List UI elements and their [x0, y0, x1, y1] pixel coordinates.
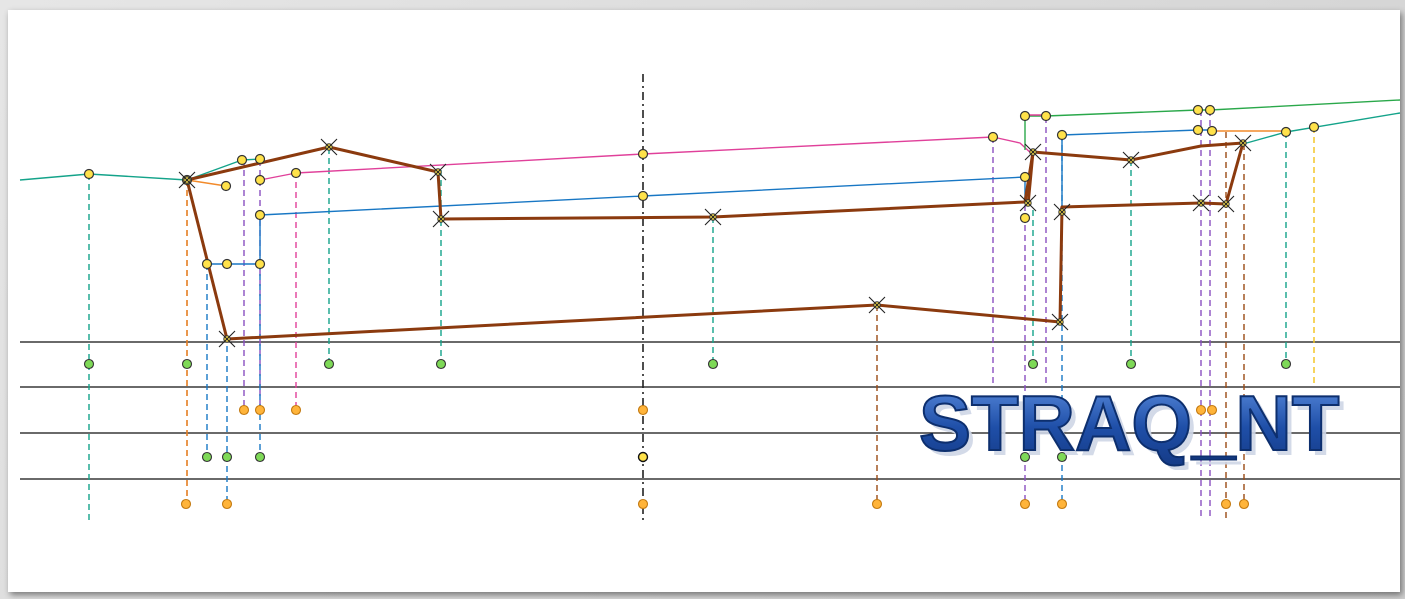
band-point-green: [323, 358, 335, 370]
vertex-cross-icon: [868, 296, 886, 314]
band-point-orange: [637, 498, 649, 510]
cross-section-profile: [185, 141, 1245, 341]
survey-point: [83, 168, 95, 180]
axis-point: [637, 451, 649, 463]
vertex-cross-icon: [320, 138, 338, 156]
survey-point: [254, 258, 266, 270]
band-point-green: [1027, 358, 1039, 370]
band-point-orange: [290, 404, 302, 416]
survey-point: [1192, 124, 1204, 136]
survey-point: [1040, 110, 1052, 122]
survey-point: [1019, 171, 1031, 183]
band-point-orange: [238, 404, 250, 416]
survey-point: [290, 167, 302, 179]
drawing-sheet: [8, 10, 1400, 592]
band-point-green: [1056, 451, 1068, 463]
survey-point: [220, 180, 232, 192]
band-point-orange: [221, 498, 233, 510]
survey-point: [1056, 129, 1068, 141]
vertex-cross-icon: [1192, 194, 1210, 212]
band-point-orange: [1238, 498, 1250, 510]
vertex-cross-icon: [1019, 194, 1037, 212]
band-point-green: [707, 358, 719, 370]
straq-logo: STRAQ_NT STRAQ_NT: [918, 380, 1344, 470]
band-point-green: [201, 451, 213, 463]
survey-point: [201, 258, 213, 270]
band-point-green: [1280, 358, 1292, 370]
band-point-green: [83, 358, 95, 370]
vertex-cross-icon: [1051, 313, 1069, 331]
band-point-green: [1019, 451, 1031, 463]
profile-inner-edge: [1026, 151, 1035, 206]
road-base-right: [1061, 129, 1212, 210]
vertex-cross-icon: [432, 210, 450, 228]
survey-point: [254, 209, 266, 221]
survey-point: [236, 154, 248, 166]
survey-point: [1019, 212, 1031, 224]
survey-point: [1192, 104, 1204, 116]
terrain-line-right: [1242, 112, 1401, 145]
survey-points: [83, 104, 1320, 510]
survey-point: [254, 153, 266, 165]
survey-point: [1206, 125, 1218, 137]
survey-point: [637, 148, 649, 160]
vertex-markers: [178, 134, 1252, 348]
survey-point: [1280, 126, 1292, 138]
survey-point: [987, 131, 999, 143]
band-point-green: [181, 358, 193, 370]
vertex-cross-icon: [178, 171, 196, 189]
band-lines: [20, 341, 1400, 480]
survey-point: [1019, 110, 1031, 122]
band-point-orange: [1220, 498, 1232, 510]
vertex-cross-icon: [429, 163, 447, 181]
vertex-cross-icon: [1217, 195, 1235, 213]
vertex-cross-icon: [218, 330, 236, 348]
band-point-orange: [1206, 404, 1218, 416]
band-point-orange: [180, 498, 192, 510]
terrain-line-left: [19, 158, 261, 181]
band-point-green: [435, 358, 447, 370]
road-base-line: [259, 176, 1026, 216]
survey-point: [221, 258, 233, 270]
vertex-cross-icon: [1024, 143, 1042, 161]
survey-point: [637, 190, 649, 202]
survey-point: [1308, 121, 1320, 133]
band-point-orange: [871, 498, 883, 510]
band-point-orange: [1056, 498, 1068, 510]
vertex-cross-icon: [1122, 151, 1140, 169]
ground-line-right: [1024, 99, 1401, 150]
profile-outline: [185, 141, 1245, 341]
band-point-orange: [637, 404, 649, 416]
vertex-cross-icon: [1234, 134, 1252, 152]
logo-text: STRAQ_NT: [919, 380, 1339, 467]
ditch-line-left: [186, 179, 227, 187]
band-point-green: [221, 451, 233, 463]
logo-shadow: STRAQ_NT: [924, 384, 1344, 470]
band-point-orange: [1195, 404, 1207, 416]
band-point-green: [1125, 358, 1137, 370]
band-point-green: [254, 451, 266, 463]
survey-point: [254, 174, 266, 186]
band-point-orange: [1019, 498, 1031, 510]
vertex-cross-icon: [704, 208, 722, 226]
vertex-cross-icon: [1053, 203, 1071, 221]
road-top-line: [259, 136, 1034, 181]
band-point-orange: [254, 404, 266, 416]
survey-point: [1204, 104, 1216, 116]
